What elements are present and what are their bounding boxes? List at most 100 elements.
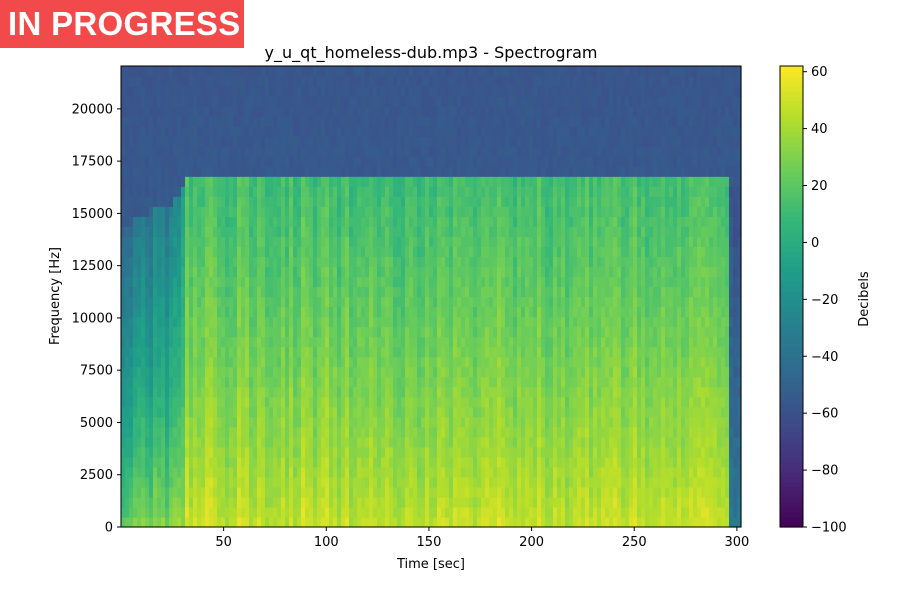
spectrogram-cell	[361, 496, 366, 508]
spectrogram-cell	[353, 456, 358, 468]
spectrogram-cell	[441, 446, 446, 458]
spectrogram-cell	[509, 476, 514, 488]
spectrogram-cell	[425, 346, 430, 358]
spectrogram-cell	[493, 86, 498, 97]
spectrogram-cell	[445, 206, 450, 217]
spectrogram-cell	[313, 406, 318, 418]
spectrogram-cell	[461, 106, 466, 117]
spectrogram-cell	[489, 226, 494, 237]
spectrogram-cell	[545, 116, 550, 127]
spectrogram-cell	[457, 376, 462, 388]
spectrogram-cell	[421, 216, 426, 227]
spectrogram-cell	[441, 296, 446, 308]
spectrogram-cell	[225, 366, 230, 378]
spectrogram-cell	[273, 186, 278, 197]
spectrogram-cell	[257, 466, 262, 478]
spectrogram-cell	[277, 346, 282, 358]
spectrogram-cell	[297, 176, 302, 187]
spectrogram-cell	[501, 396, 506, 408]
spectrogram-cell	[173, 286, 178, 298]
spectrogram-cell	[269, 186, 274, 197]
spectrogram-cell	[169, 176, 174, 187]
spectrogram-cell	[197, 486, 202, 498]
spectrogram-cell	[381, 406, 386, 418]
spectrogram-cell	[429, 366, 434, 378]
spectrogram-cell	[333, 206, 338, 217]
spectrogram-cell	[405, 396, 410, 408]
spectrogram-cell	[485, 116, 490, 127]
spectrogram-cell	[141, 386, 146, 398]
spectrogram-cell	[293, 256, 298, 268]
spectrogram-cell	[513, 516, 518, 528]
spectrogram-cell	[493, 466, 498, 478]
spectrogram-cell	[377, 126, 382, 137]
spectrogram-cell	[201, 76, 206, 87]
spectrogram-cell	[165, 446, 170, 458]
spectrogram-cell	[461, 316, 466, 328]
spectrogram-cell	[365, 206, 370, 217]
spectrogram-cell	[301, 276, 306, 288]
spectrogram-cell	[129, 86, 134, 97]
spectrogram-cell	[133, 246, 138, 258]
spectrogram-cell	[481, 396, 486, 408]
spectrogram-cell	[481, 266, 486, 278]
spectrogram-cell	[149, 86, 154, 97]
spectrogram-cell	[213, 356, 218, 368]
spectrogram-cell	[289, 106, 294, 117]
spectrogram-cell	[153, 476, 158, 488]
spectrogram-cell	[545, 506, 550, 518]
spectrogram-cell	[377, 226, 382, 237]
spectrogram-cell	[157, 226, 162, 237]
spectrogram-cell	[329, 446, 334, 458]
spectrogram-cell	[237, 506, 242, 518]
spectrogram-cell	[165, 346, 170, 358]
spectrogram-cell	[145, 276, 150, 288]
spectrogram-cell	[429, 146, 434, 157]
spectrogram-cell	[409, 366, 414, 378]
spectrogram-cell	[253, 156, 258, 167]
spectrogram-cell	[337, 196, 342, 207]
spectrogram-cell	[393, 156, 398, 167]
spectrogram-cell	[393, 436, 398, 448]
spectrogram-cell	[193, 406, 198, 418]
spectrogram-cell	[185, 216, 190, 227]
spectrogram-cell	[373, 186, 378, 197]
spectrogram-cell	[289, 86, 294, 97]
spectrogram-cell	[401, 256, 406, 268]
spectrogram-cell	[225, 66, 230, 77]
spectrogram-cell	[449, 146, 454, 157]
spectrogram-cell	[509, 216, 514, 227]
spectrogram-cell	[273, 366, 278, 378]
spectrogram-cell	[381, 176, 386, 187]
spectrogram-cell	[421, 76, 426, 87]
spectrogram-cell	[269, 466, 274, 478]
spectrogram-cell	[357, 456, 362, 468]
spectrogram-cell	[421, 266, 426, 278]
spectrogram-cell	[445, 86, 450, 97]
spectrogram-cell	[181, 116, 186, 127]
spectrogram-cell	[361, 66, 366, 77]
spectrogram-cell	[321, 226, 326, 237]
spectrogram-cell	[257, 346, 262, 358]
spectrogram-cell	[389, 466, 394, 478]
spectrogram-cell	[321, 76, 326, 87]
spectrogram-cell	[209, 306, 214, 318]
spectrogram-cell	[541, 146, 546, 157]
spectrogram-cell	[277, 486, 282, 498]
spectrogram-cell	[533, 466, 538, 478]
spectrogram-cell	[397, 356, 402, 368]
spectrogram-cell	[281, 256, 286, 268]
spectrogram-cell	[405, 256, 410, 268]
spectrogram-cell	[401, 126, 406, 137]
spectrogram-cell	[445, 156, 450, 167]
spectrogram-cell	[409, 296, 414, 308]
spectrogram-cell	[161, 496, 166, 508]
spectrogram-cell	[297, 486, 302, 498]
spectrogram-cell	[165, 266, 170, 278]
spectrogram-cell	[405, 216, 410, 227]
spectrogram-cell	[457, 506, 462, 518]
spectrogram-cell	[353, 366, 358, 378]
spectrogram-cell	[365, 366, 370, 378]
spectrogram-cell	[305, 276, 310, 288]
spectrogram-cell	[233, 466, 238, 478]
